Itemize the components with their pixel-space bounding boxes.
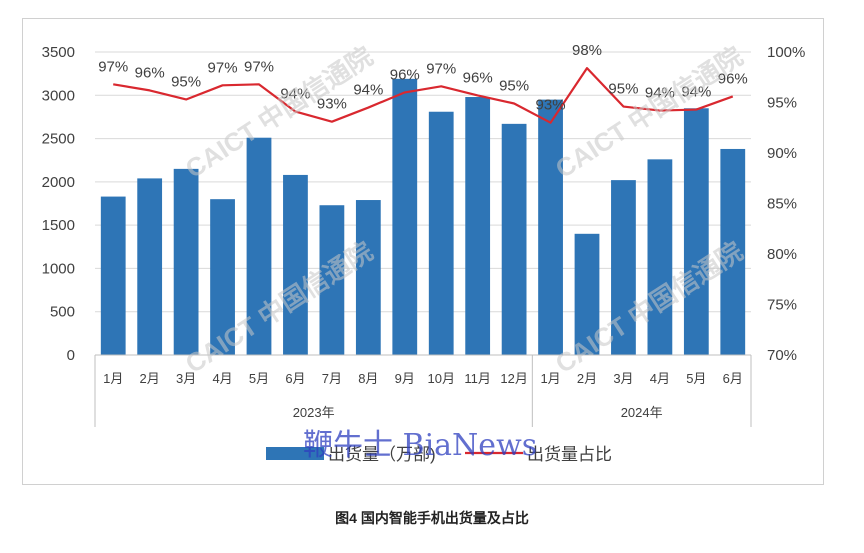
right-tick-label: 80% [767,246,797,263]
category-label: 6月 [285,371,305,386]
percent-labels: 97% 96% 95% 97% 97% 94% 93% 94% 96% 97% 96% 95% 93% 9… [98,42,748,114]
category-label: 11月 [464,371,491,386]
bar [574,233,600,355]
category-label: 7月 [322,371,342,386]
category-label: 3月 [613,371,633,386]
left-tick-label: 500 [50,304,75,321]
bar [720,148,746,355]
legend-line-label: 出货量占比 [527,445,612,464]
percent-label: 97% [98,58,128,75]
right-axis-ticks: 70% 75% 80% 85% 90% 95% 100% [767,44,805,364]
category-label: 3月 [176,371,196,386]
category-label: 5月 [249,371,269,386]
year-label: 2024年 [621,405,663,420]
percent-label: 96% [135,64,165,81]
figure-caption: 图4 国内智能手机出货量及占比 [335,510,529,526]
right-tick-label: 75% [767,297,797,314]
category-label: 4月 [650,371,670,386]
percent-label: 97% [208,59,238,76]
bar [283,174,308,355]
left-tick-label: 1500 [42,217,75,234]
year-label: 2023年 [293,405,335,420]
overlay-watermark: 鞭牛士 BiaNews [303,428,537,463]
bar [246,137,272,355]
percent-label: 96% [463,69,493,86]
bar [428,111,454,355]
bar [173,168,199,355]
category-label: 8月 [358,371,378,386]
percent-label: 97% [426,60,456,77]
bar [100,196,126,355]
left-tick-label: 2500 [42,131,75,148]
category-label: 6月 [723,371,743,386]
category-label: 9月 [395,371,415,386]
percent-label: 95% [608,81,638,98]
bar [647,159,673,355]
chart-frame: 97% 96% 95% 97% 97% 94% 93% 94% 96% 97% 96% 95% 93% 9… [22,18,824,485]
percent-label: 98% [572,42,602,59]
right-tick-label: 95% [767,95,797,112]
gridlines [95,51,751,356]
bar [501,123,527,356]
percent-label: 94% [681,84,711,101]
category-axis: 1月 2月 3月 4月 5月 6月 7月 8月 9月 10月 11月 12月 1月 2月 3月 4月 5月 6月 [95,354,751,386]
left-axis-ticks: 0 500 1000 1500 2000 2500 3000 3500 [42,44,75,364]
left-tick-label: 3500 [42,44,75,61]
category-label: 2月 [140,371,160,386]
percent-label: 95% [171,73,201,90]
category-label: 1月 [103,371,123,386]
category-label: 4月 [212,371,232,386]
bar [538,99,563,355]
bar [137,178,163,355]
watermark-text: CAICT 中国信通院 [180,236,378,379]
right-tick-label: 85% [767,196,797,213]
right-tick-label: 100% [767,44,805,61]
chart-svg: 97% 96% 95% 97% 97% 94% 93% 94% 96% 97% 96% 95% 93% 9… [42,41,806,464]
left-tick-label: 1000 [42,260,75,277]
percent-label: 96% [718,70,748,87]
left-tick-label: 0 [67,347,75,364]
legend-bar-label: 出货量（万部) [328,445,436,464]
percent-label: 93% [317,96,347,113]
percent-label: 97% [244,58,274,75]
bar [210,199,235,355]
left-tick-label: 3000 [42,87,75,104]
left-tick-label: 2000 [42,174,75,191]
bar [355,200,381,355]
right-tick-label: 90% [767,145,797,162]
percent-line [113,67,734,124]
legend-bar-swatch [266,447,324,460]
bar [465,97,491,355]
percent-label: 93% [536,97,566,114]
bar [683,108,709,356]
bar-series [100,78,746,356]
category-label: 10月 [427,371,454,386]
right-tick-label: 70% [767,347,797,364]
category-label: 5月 [686,371,706,386]
percent-label: 95% [499,78,529,95]
percent-label: 94% [280,86,310,103]
percent-label: 96% [390,66,420,83]
category-label: 2月 [577,371,597,386]
percent-label: 94% [645,85,675,102]
bar [611,180,636,355]
bar [319,205,345,355]
bar [392,78,418,355]
line-series [113,67,734,124]
percent-label: 94% [353,82,383,99]
category-label: 12月 [500,371,527,386]
category-label: 1月 [540,371,560,386]
year-axis: 2023年 2024年 [94,355,752,427]
